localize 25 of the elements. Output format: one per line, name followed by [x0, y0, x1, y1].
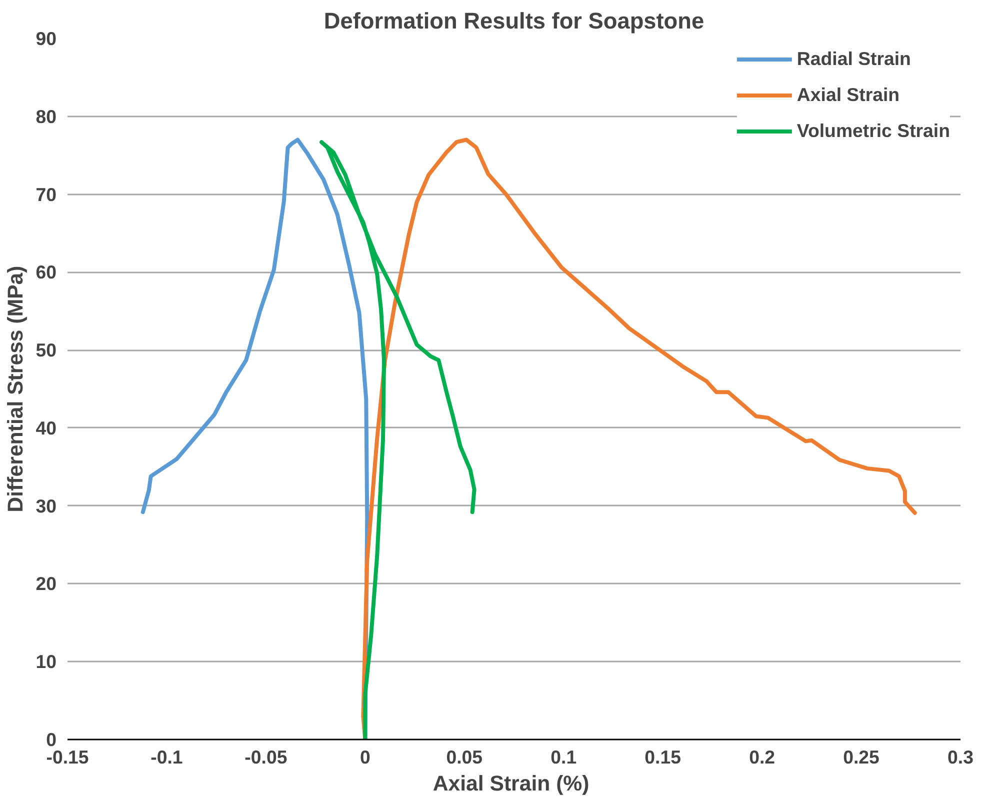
x-tick-label: 0.2: [749, 746, 776, 768]
chart-title: Deformation Results for Soapstone: [324, 8, 704, 34]
x-tick-label: 0.05: [446, 746, 483, 768]
y-tick-label: 60: [36, 262, 57, 283]
y-tick-label: 30: [36, 495, 57, 516]
x-tick-label: 0.25: [843, 746, 880, 768]
legend-label: Axial Strain: [796, 84, 901, 106]
y-tick-label: 10: [36, 651, 57, 672]
y-axis-title: Differential Stress (MPa): [4, 266, 28, 512]
legend-label: Radial Strain: [796, 48, 911, 70]
y-tick-label: 80: [36, 106, 57, 127]
x-tick-label: 0.3: [948, 746, 974, 768]
x-tick-label: 0.1: [550, 746, 577, 768]
x-tick-label: 0: [360, 746, 370, 768]
x-tick-label: -0.05: [244, 746, 288, 768]
y-tick-label: 50: [36, 340, 57, 361]
legend-label: Volumetric Strain: [796, 120, 950, 142]
y-tick-label: 40: [36, 417, 57, 438]
line-series: [320, 140, 476, 740]
y-tick-label: 20: [36, 573, 57, 594]
y-tick-label: 70: [36, 184, 57, 205]
x-tick-label: -0.1: [150, 746, 183, 768]
x-axis-title: Axial Strain (%): [432, 772, 590, 796]
y-tick-label: 90: [36, 28, 57, 49]
x-tick-label: 0.15: [644, 746, 681, 768]
